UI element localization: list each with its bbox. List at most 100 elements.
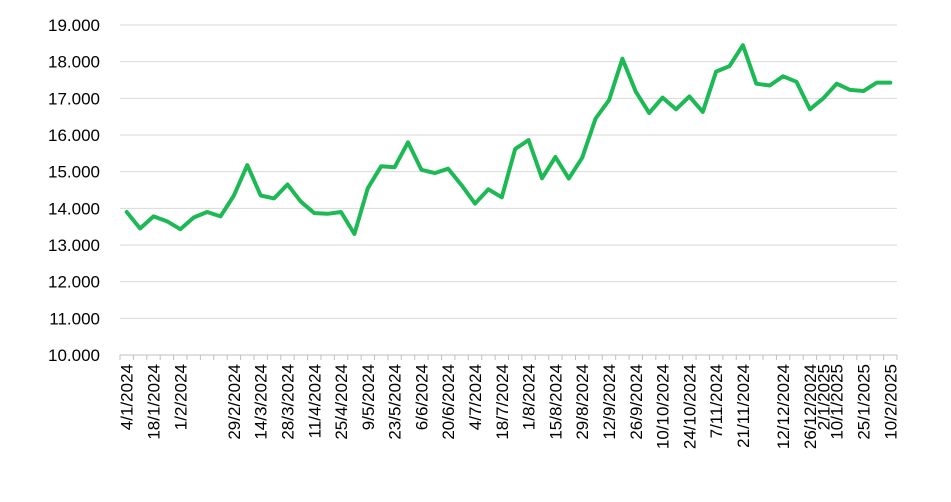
y-tick-label: 18.000	[48, 53, 100, 72]
data-point	[661, 96, 665, 100]
x-tick-label: 6/6/2024	[412, 364, 431, 430]
data-point	[781, 74, 785, 78]
data-point	[433, 171, 437, 175]
data-point	[312, 211, 316, 215]
data-point	[366, 186, 370, 190]
x-tick-label: 2/1/2025	[814, 364, 833, 430]
data-point	[701, 110, 705, 114]
y-axis: 10.000 11.000 12.000 13.000 14.000 15.000 16.0…	[48, 16, 100, 365]
x-tick-label: 15/8/2024	[546, 364, 565, 440]
x-tick-label: 10/10/2024	[654, 364, 673, 449]
x-tick-label: 21/11/2024	[734, 364, 753, 448]
data-point	[848, 88, 852, 92]
x-tick-label: 10/2/2025	[881, 364, 900, 440]
data-point	[272, 196, 276, 200]
data-point	[821, 96, 825, 100]
y-tick-label: 17.000	[48, 89, 100, 108]
x-tick-label: 26/9/2024	[627, 364, 646, 440]
data-point	[138, 227, 142, 231]
data-point	[460, 183, 464, 187]
data-point	[875, 81, 879, 85]
x-tick-label: 1/8/2024	[520, 364, 539, 430]
data-point	[513, 147, 517, 151]
data-point	[500, 195, 504, 199]
x-tick-label: 7/11/2024	[707, 364, 726, 438]
data-point	[607, 98, 611, 102]
y-tick-label: 14.000	[48, 199, 100, 218]
data-point	[326, 212, 330, 216]
data-point	[687, 95, 691, 99]
x-tick-label: 25/1/2025	[855, 364, 874, 440]
x-tick-label: 10/1/2025	[828, 364, 847, 440]
data-point	[634, 90, 638, 94]
data-point	[379, 164, 383, 168]
data-point	[862, 89, 866, 93]
data-point	[473, 202, 477, 206]
data-point	[714, 70, 718, 74]
data-point	[795, 80, 799, 84]
data-point	[178, 227, 182, 231]
y-tick-label: 10.000	[48, 346, 100, 365]
data-point	[540, 176, 544, 180]
x-axis: 4/1/2024 18/1/2024 1/2/2024 29/2/2024 14/3/2…	[118, 354, 900, 449]
data-point	[446, 167, 450, 171]
data-point	[888, 81, 892, 85]
data-point	[553, 155, 557, 159]
data-point	[218, 214, 222, 218]
data-point	[419, 168, 423, 172]
data-point	[339, 210, 343, 214]
data-point	[205, 210, 209, 214]
series-layer	[124, 43, 893, 236]
data-point	[754, 82, 758, 86]
data-point	[393, 165, 397, 169]
data-point	[580, 156, 584, 160]
data-point	[299, 200, 303, 204]
data-point	[125, 210, 129, 214]
data-point	[406, 140, 410, 144]
data-point	[259, 194, 263, 198]
x-tick-label: 18/1/2024	[144, 364, 163, 440]
x-tick-label: 4/7/2024	[466, 364, 485, 430]
x-tick-label: 14/3/2024	[252, 364, 271, 440]
y-tick-label: 19.000	[48, 16, 100, 35]
y-tick-label: 15.000	[48, 163, 100, 182]
data-point	[647, 111, 651, 115]
data-point	[165, 219, 169, 223]
data-point	[594, 117, 598, 121]
x-tick-label: 29/2/2024	[225, 364, 244, 440]
data-point	[741, 43, 745, 47]
data-point	[674, 107, 678, 111]
y-tick-label: 11.000	[49, 309, 100, 328]
y-tick-label: 12.000	[48, 273, 100, 292]
data-point	[808, 107, 812, 111]
data-point	[567, 177, 571, 181]
x-tick-label: 24/10/2024	[680, 364, 699, 449]
data-point	[620, 57, 624, 61]
y-tick-label: 13.000	[48, 236, 100, 255]
data-point	[352, 232, 356, 236]
x-tick-label: 28/3/2024	[278, 364, 297, 440]
y-tick-label: 16.000	[48, 126, 100, 145]
data-point	[192, 216, 196, 220]
data-point	[285, 183, 289, 187]
series-line	[124, 43, 893, 236]
x-tick-label: 26/12/2024	[801, 364, 820, 449]
x-tick-label: 4/1/2024	[118, 364, 137, 430]
data-point	[245, 163, 249, 167]
x-tick-label: 11/4/2024	[305, 364, 324, 438]
data-point	[835, 82, 839, 86]
x-tick-label: 18/7/2024	[493, 364, 512, 440]
x-tick-label: 12/9/2024	[600, 364, 619, 440]
x-tick-label: 23/5/2024	[386, 364, 405, 440]
data-point	[486, 187, 490, 191]
x-tick-label: 29/8/2024	[573, 364, 592, 440]
data-point	[768, 84, 772, 88]
data-point	[232, 194, 236, 198]
x-tick-label: 1/2/2024	[171, 364, 190, 430]
x-tick-label: 9/5/2024	[359, 364, 378, 430]
data-point	[151, 214, 155, 218]
x-tick-label: 25/4/2024	[332, 364, 351, 440]
data-point	[527, 138, 531, 142]
x-tick-label: 12/12/2024	[774, 364, 793, 449]
